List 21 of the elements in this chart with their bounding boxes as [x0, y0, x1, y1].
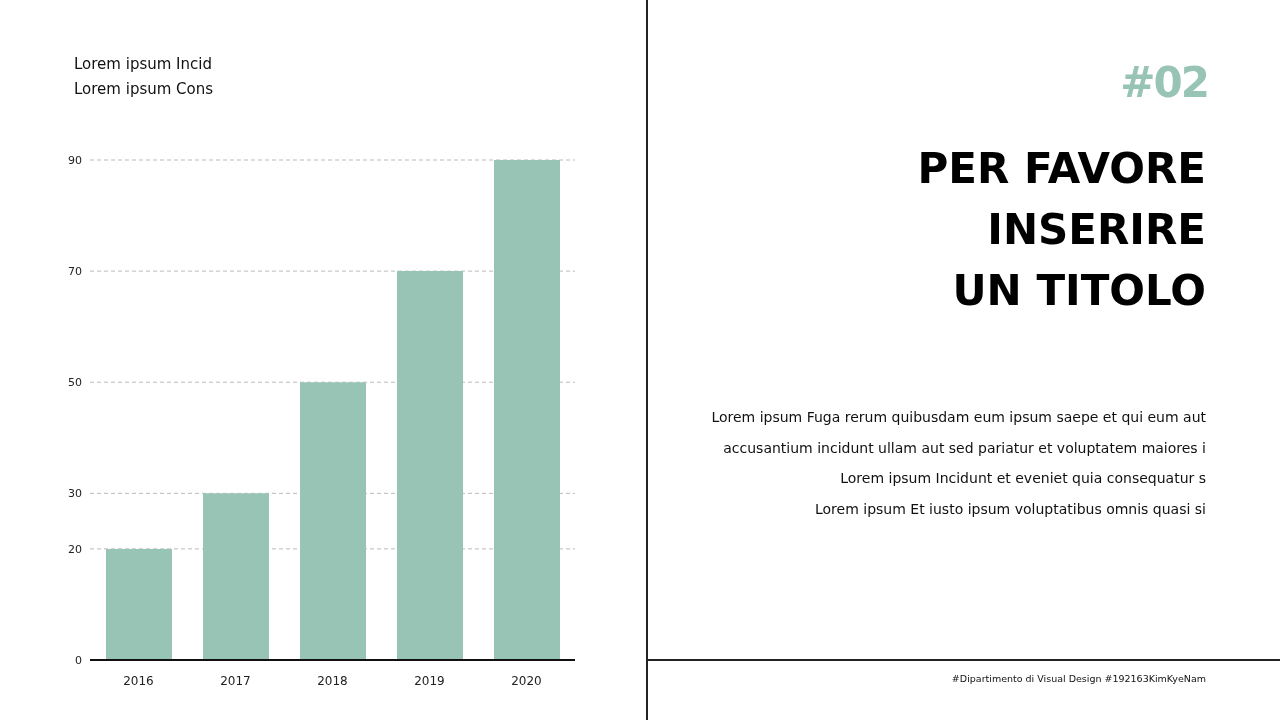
text: #02 — [1120, 58, 1208, 107]
text: Lorem ipsum Fuga rerum quibusdam eum ipsum saepe et qui eum aut accusantium incidunt ullam aut sed pariatur et voluptatem maiores i Lorem ipsum Incidunt et eveniet quia consequatur s Lorem ipsum Et iusto ipsum voluptatibus omnis quasi si — [711, 408, 1206, 519]
text: Lorem ipsum Incid Lorem ipsum Cons — [74, 54, 214, 100]
text: PER FAVORE INSERIRE UN TITOLO — [917, 143, 1206, 317]
x-tick-label: 2020 — [511, 673, 542, 688]
x-tick-label: 2017 — [220, 673, 251, 688]
y-tick-label: 50 — [68, 376, 82, 390]
y-tick-label: 20 — [68, 542, 82, 556]
bar — [203, 493, 269, 660]
y-tick-label: 0 — [75, 653, 82, 667]
bar — [397, 271, 463, 660]
text: #Dipartimento di Visual Design #192163KimKyeNam — [951, 673, 1206, 684]
bar — [300, 382, 366, 660]
y-tick-label: 90 — [68, 153, 82, 167]
bar — [106, 548, 172, 660]
bar — [494, 160, 560, 660]
x-tick-label: 2019 — [414, 673, 445, 688]
x-tick-label: 2018 — [317, 673, 348, 688]
y-tick-label: 70 — [68, 265, 82, 279]
x-tick-label: 2016 — [123, 673, 154, 688]
y-tick-label: 30 — [68, 487, 82, 501]
